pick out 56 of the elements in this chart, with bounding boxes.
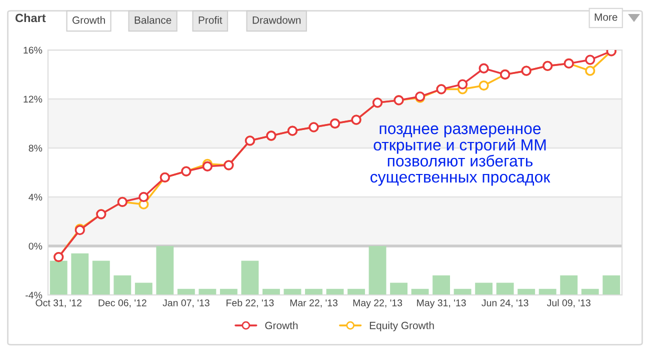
- x-tick-label: Feb 22, '13: [226, 299, 274, 308]
- bar: [432, 275, 450, 295]
- point: [585, 66, 596, 76]
- point: [585, 54, 596, 65]
- bar: [518, 288, 536, 295]
- x-tick-label: Jul 09, '13: [546, 299, 590, 308]
- x-tick-label: May 22, '13: [353, 299, 402, 308]
- text: Profit: [198, 16, 222, 24]
- bar: [581, 288, 599, 295]
- bar: [177, 288, 195, 295]
- bar: [390, 282, 408, 295]
- bar: [50, 260, 68, 295]
- x-tick-label: Oct 31, '12: [36, 299, 82, 308]
- point: [478, 63, 489, 74]
- text: More: [594, 14, 618, 21]
- bar: [114, 275, 132, 295]
- text: Balance: [134, 16, 172, 24]
- y-tick-label: 4%: [28, 194, 42, 201]
- bar: [454, 288, 472, 295]
- x-tick-label: Mar 22, '13: [290, 299, 338, 308]
- bar: [71, 253, 89, 295]
- bar: [198, 288, 216, 295]
- bar: [411, 288, 429, 295]
- text: Drawdown: [252, 16, 301, 24]
- bar: [262, 288, 280, 295]
- point: [202, 161, 213, 172]
- bar: [134, 282, 152, 295]
- bar: [475, 282, 493, 295]
- bar: [602, 275, 620, 295]
- bar: [560, 275, 578, 295]
- bar: [220, 288, 238, 295]
- bar: [92, 260, 110, 295]
- annotation: позднее размеренное открытие и строгий ММ позволяют избегать существенных просадок: [370, 125, 550, 186]
- legend-label: Growth: [265, 322, 298, 330]
- y-tick-label: 12%: [24, 96, 42, 103]
- x-tick-label: Jan 07, '13: [162, 299, 210, 308]
- point: [457, 79, 468, 90]
- bar: [538, 288, 556, 295]
- bar: [368, 246, 386, 295]
- point: [478, 80, 489, 91]
- x-tick-label: May 31, '13: [417, 299, 466, 308]
- x-tick-label: Jun 24, '13: [482, 299, 528, 308]
- y-tick-label: -4%: [26, 292, 42, 299]
- y-tick-label: 8%: [28, 144, 42, 152]
- x-tick-label: Dec 06, '12: [98, 299, 146, 308]
- bar: [241, 260, 259, 295]
- legend-label: Equity Growth: [370, 322, 434, 332]
- y-tick-label: 0%: [28, 242, 42, 250]
- y-tick-label: 16%: [24, 46, 42, 54]
- text: Growth: [72, 16, 105, 24]
- bar: [156, 246, 174, 295]
- point: [138, 192, 149, 202]
- bar: [305, 288, 322, 295]
- chart-title: Chart: [15, 14, 46, 22]
- bar: [496, 282, 514, 295]
- bar: [348, 288, 365, 295]
